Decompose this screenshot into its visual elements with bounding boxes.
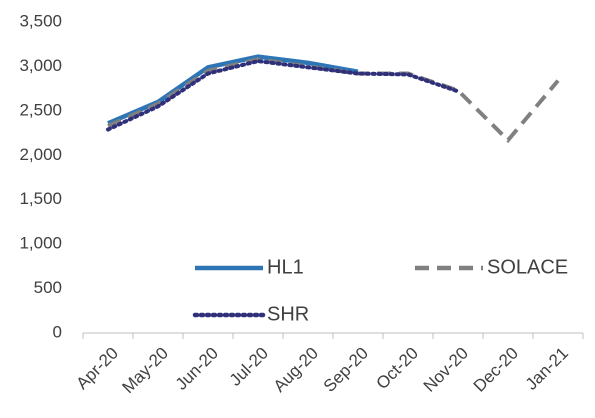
x-tick-label: Oct-20 bbox=[372, 344, 422, 394]
y-tick-label: 1,000 bbox=[19, 234, 62, 253]
x-tick-label: Nov-20 bbox=[420, 344, 472, 396]
x-tick-label: Jul-20 bbox=[226, 344, 272, 390]
legend-label: SHR bbox=[267, 303, 309, 325]
x-tick-label: Dec-20 bbox=[470, 344, 522, 396]
x-tick-label: Jan-21 bbox=[522, 344, 572, 394]
x-tick-label: Jun-20 bbox=[172, 344, 222, 394]
y-tick-label: 0 bbox=[53, 322, 62, 341]
x-tick-label: Sep-20 bbox=[320, 344, 372, 396]
y-tick-label: 500 bbox=[34, 278, 62, 297]
line-series bbox=[107, 57, 560, 144]
y-tick-label: 3,500 bbox=[19, 11, 62, 30]
line-series bbox=[106, 59, 460, 132]
x-tick-label: May-20 bbox=[118, 344, 172, 398]
y-tick-label: 2,500 bbox=[19, 100, 62, 119]
legend-label: SOLACE bbox=[487, 256, 568, 278]
x-tick-label: Aug-20 bbox=[270, 344, 322, 396]
y-tick-label: 3,000 bbox=[19, 56, 62, 75]
x-tick-label: Apr-20 bbox=[72, 344, 122, 394]
y-tick-label: 1,500 bbox=[19, 189, 62, 208]
legend-label: HL1 bbox=[267, 256, 304, 278]
y-tick-label: 2,000 bbox=[19, 145, 62, 164]
